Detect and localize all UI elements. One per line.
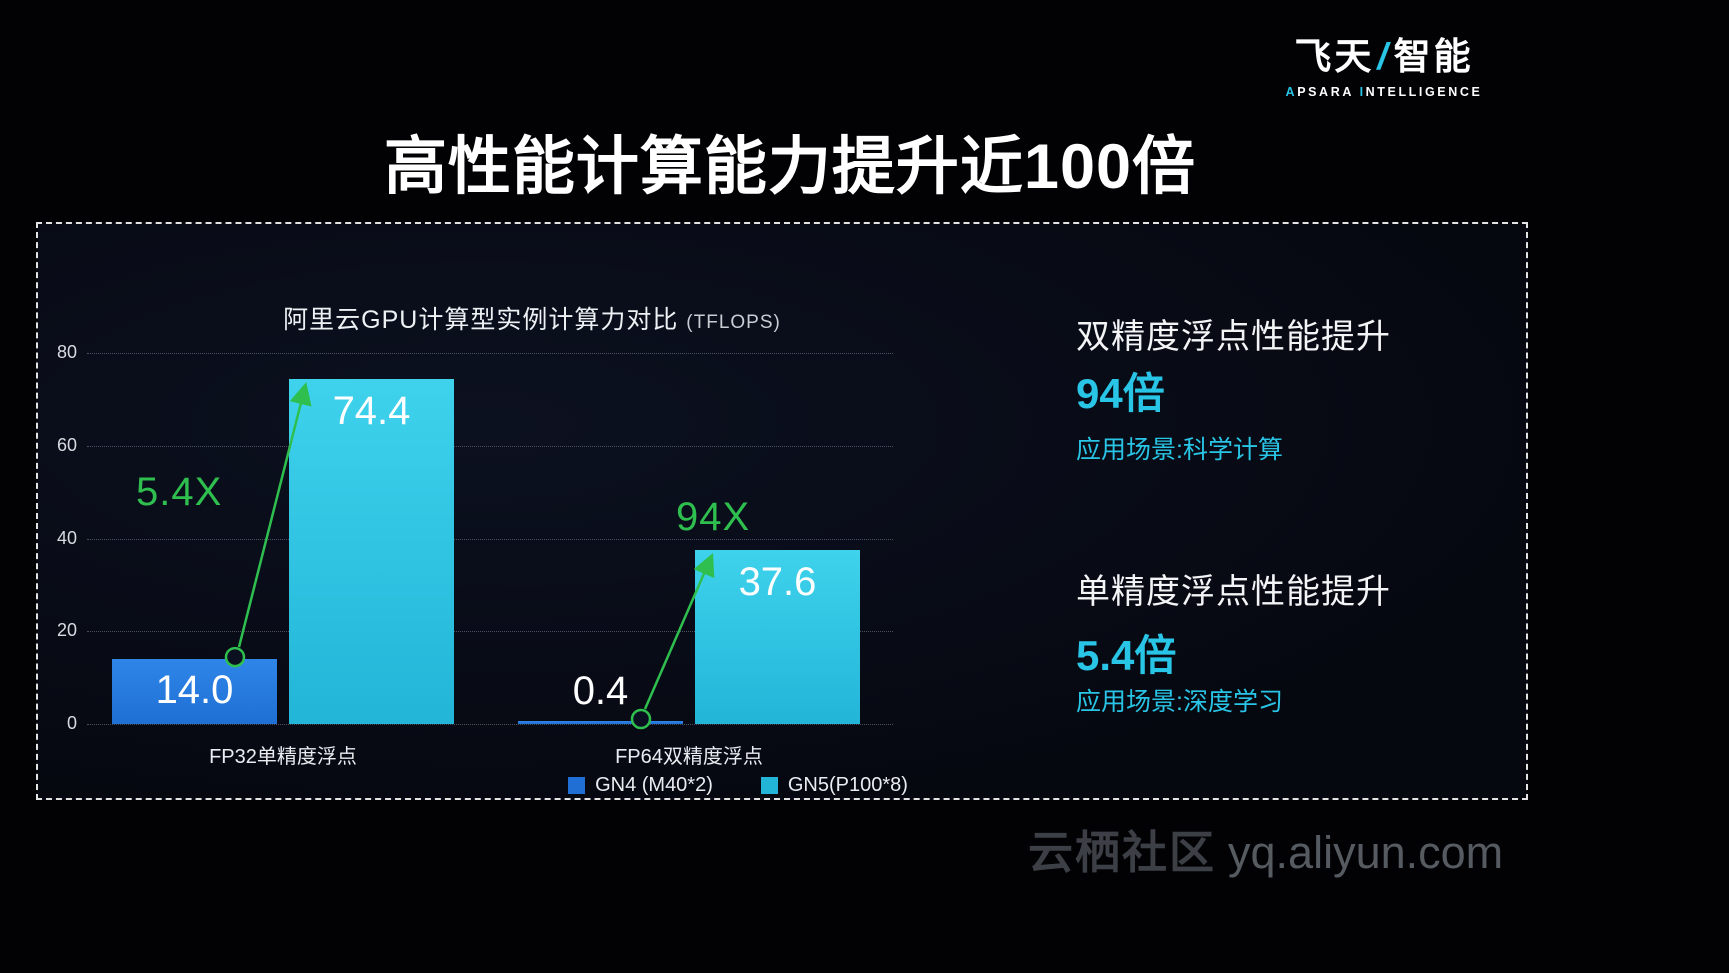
logo-subtitle: APSARA INTELLIGENCE <box>1272 85 1496 99</box>
watermark-url: yq.aliyun.com <box>1228 827 1504 878</box>
double-precision-scenario: 应用场景:科学计算 <box>1076 436 1283 464</box>
gridline-y40 <box>87 538 893 540</box>
growth-annotation-1: 5.4X <box>136 470 223 514</box>
logo-slash-icon: / <box>1377 36 1391 77</box>
single-precision-title: 单精度浮点性能提升 <box>1076 573 1391 611</box>
gridline-y80 <box>87 353 893 354</box>
watermark: 云栖社区 yq.aliyun.com <box>1028 816 1503 881</box>
gridline-y20 <box>87 631 893 633</box>
bar-value-label: 0.4 <box>572 669 629 713</box>
x-category-label-2: FP64双精度浮点 <box>615 746 763 768</box>
logo-text-left: 飞天 <box>1294 36 1375 77</box>
logo-sub-accent-a: A <box>1285 85 1298 99</box>
content-board: 阿里云GPU计算型实例计算力对比 (TFLOPS) 0 20 40 60 80 14.0 0… <box>36 222 1528 800</box>
y-tick-label-0: 0 <box>66 713 77 733</box>
y-tick-label-80: 80 <box>56 342 77 362</box>
chart-legend: GN4 (M40*2) GN5(P100*8) <box>458 774 1018 797</box>
logo-sub-psara: PSARA <box>1297 85 1354 99</box>
gridline-y60 <box>87 445 893 447</box>
logo-wordmark: 飞天/智能 <box>1272 26 1496 80</box>
logo-sub-accent-i: I <box>1359 85 1366 99</box>
legend-label-1: GN4 (M40*2) <box>595 774 713 796</box>
logo-sub-ntelligence: NTELLIGENCE <box>1365 85 1483 99</box>
y-tick-label-40: 40 <box>56 527 77 548</box>
x-category-label-1: FP32单精度浮点 <box>209 746 357 768</box>
bar-gn4-group1 <box>112 659 277 724</box>
bar-gn4-group2 <box>518 721 683 724</box>
legend-swatch-2 <box>760 777 778 794</box>
chart-title: 阿里云GPU计算型实例计算力对比 (TFLOPS) <box>172 300 892 336</box>
bar-gn5(p100*8)-group1 <box>289 378 454 724</box>
summary-panel: 双精度浮点性能提升 94倍 应用场景:科学计算 单精度浮点性能提升 5.4倍 应… <box>1076 224 1506 802</box>
brand-logo: 飞天/智能 APSARA INTELLIGENCE <box>1272 26 1496 99</box>
legend-item-2: GN5(P100*8) <box>760 774 908 797</box>
watermark-brand: 云栖社区 <box>1028 827 1217 878</box>
bar-value-label: 37.6 <box>738 559 817 604</box>
page-title: 高性能计算能力提升近100倍 <box>383 132 1197 202</box>
gridline-y0 <box>87 724 893 725</box>
chart-title-unit: (TFLOPS) <box>686 312 781 333</box>
single-precision-value: 5.4倍 <box>1076 632 1177 679</box>
bar-gn5(p100*8)-group2 <box>695 549 860 724</box>
y-tick-label-20: 20 <box>56 620 77 641</box>
double-precision-title: 双精度浮点性能提升 <box>1076 318 1391 356</box>
bar-value-label: 14.0 <box>155 667 234 712</box>
logo-text-right: 智能 <box>1393 36 1474 77</box>
legend-swatch-1 <box>568 777 586 794</box>
single-precision-scenario: 应用场景:深度学习 <box>1076 688 1283 716</box>
legend-label-2: GN5(P100*8) <box>787 774 908 796</box>
y-tick-label-60: 60 <box>56 434 77 455</box>
chart-title-text: 阿里云GPU计算型实例计算力对比 <box>283 306 679 334</box>
double-precision-value: 94倍 <box>1076 370 1165 417</box>
bar-value-label: 74.4 <box>332 388 411 433</box>
legend-item-1: GN4 (M40*2) <box>568 774 713 797</box>
growth-annotation-2: 94X <box>676 495 751 539</box>
